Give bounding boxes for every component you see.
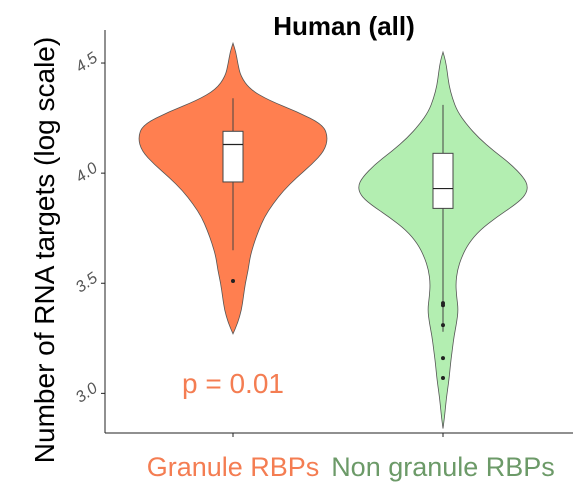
y-axis-label: Number of RNA targets (log scale) [29, 37, 60, 463]
x-tick-label-2: Non granule RBPs [331, 452, 555, 482]
boxplot-box-1 [222, 130, 244, 183]
y-tick-label-4: 4.5 [73, 49, 101, 76]
outlier-point-2-2 [441, 303, 445, 308]
y-tick-label-1: 3.0 [73, 380, 101, 407]
y-tick-label-3: 4.0 [73, 160, 101, 187]
boxplot-box-2 [432, 152, 454, 209]
y-tick-label-2: 3.5 [73, 270, 101, 297]
outlier-point-2-5 [441, 375, 445, 380]
outlier-point-2-4 [441, 356, 445, 361]
x-tick-label-1: Granule RBPs [147, 452, 320, 482]
outlier-point-1-1 [231, 279, 235, 284]
p-value-annotation: p = 0.01 [182, 368, 284, 399]
x-tick-labels: Granule RBPs Non granule RBPs [147, 433, 555, 482]
y-tick-labels: 3.0 3.5 4.0 4.5 [73, 49, 105, 406]
chart-title: Human (all) [273, 11, 415, 41]
plot-area [138, 41, 528, 429]
outlier-point-2-3 [441, 323, 445, 328]
